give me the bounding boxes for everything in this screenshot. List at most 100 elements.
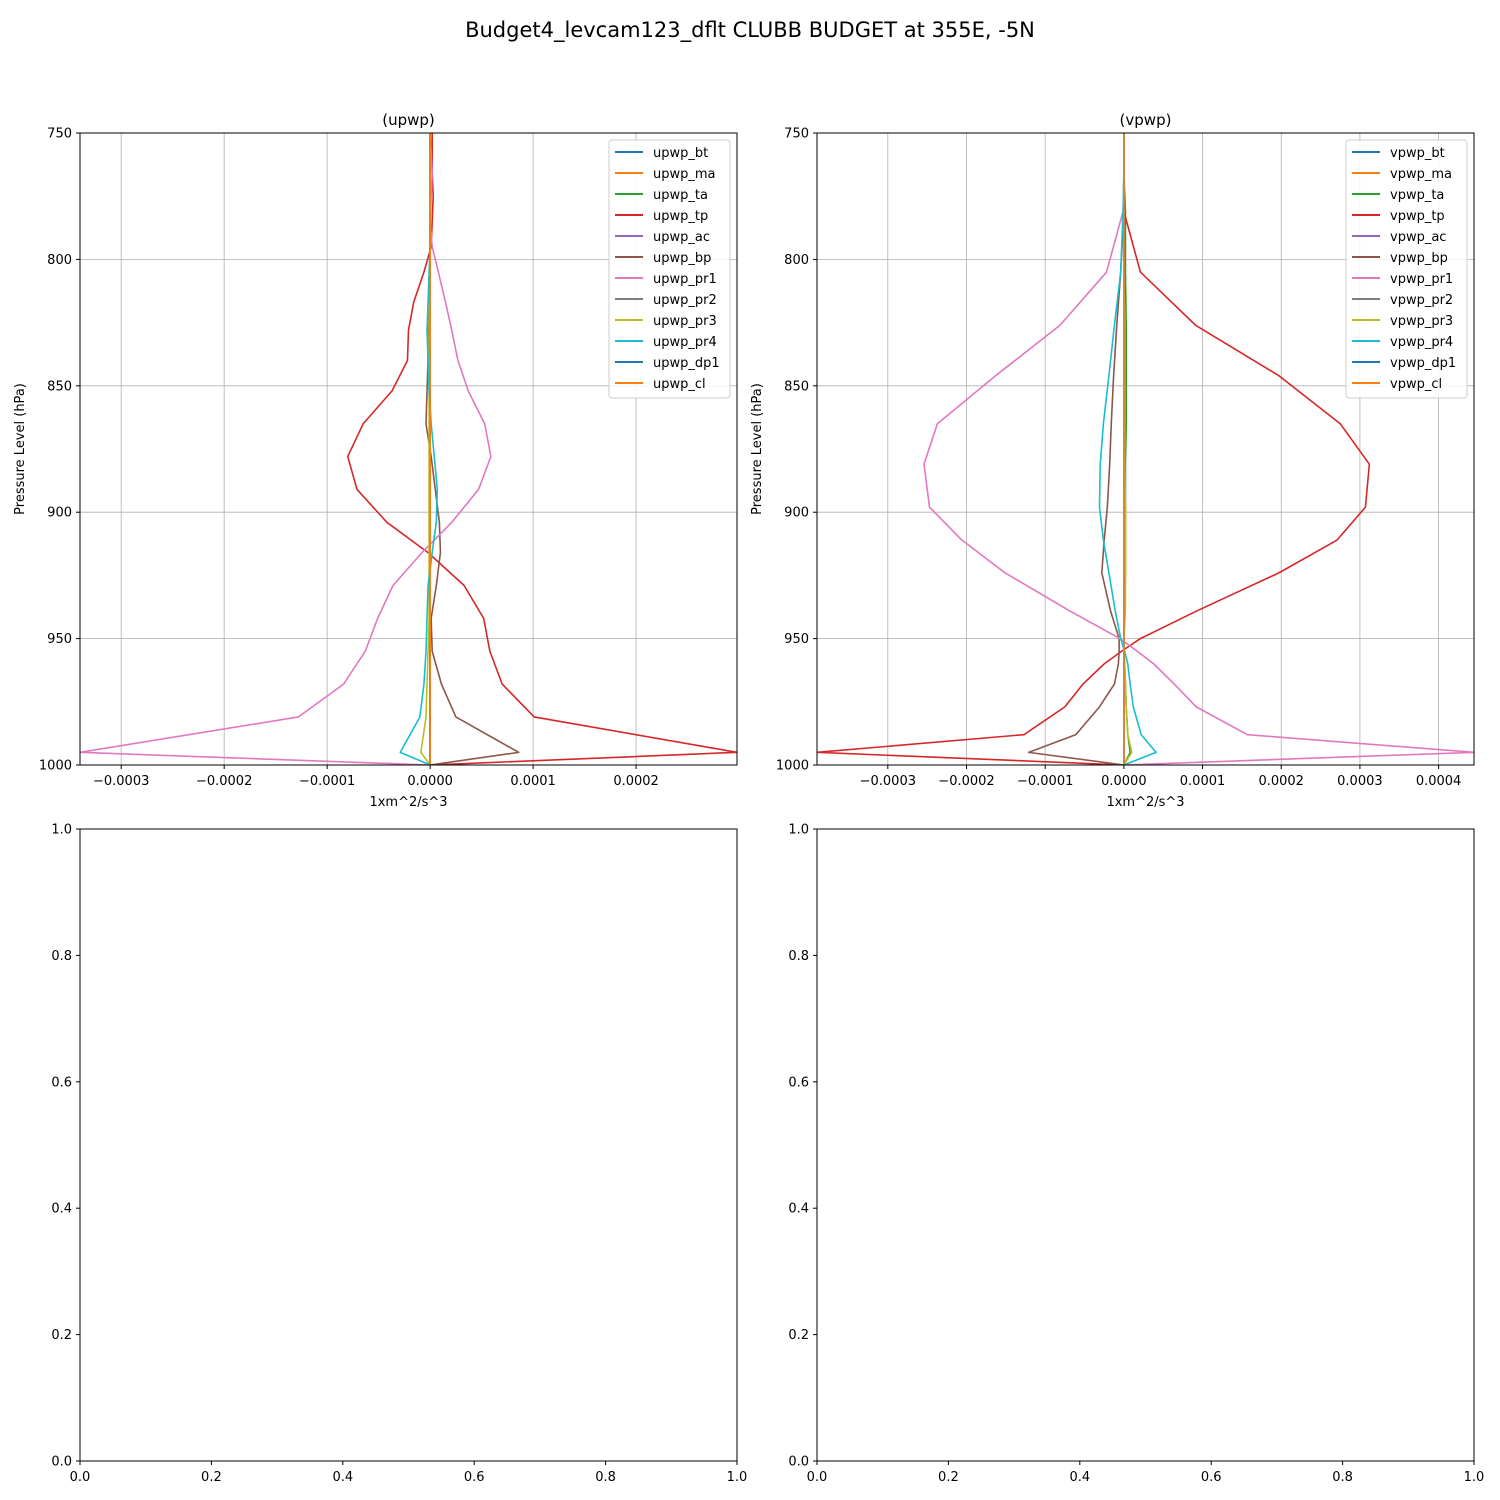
y-tick-label: 900 <box>47 506 72 521</box>
y-tick-label: 850 <box>47 379 72 394</box>
legend-entry: upwp_bp <box>653 251 711 266</box>
series-group <box>817 133 1474 765</box>
x-tick-label: 1.0 <box>727 1470 748 1485</box>
chart-panel-2: −0.0003 −0.0002 −0.0001 0.0000 0.0001 0.0002 0… <box>750 111 1475 810</box>
y-tick-label: 0.6 <box>51 1075 72 1090</box>
legend-entry: vpwp_ma <box>1390 167 1452 182</box>
x-tick-label: 1.0 <box>1464 1470 1485 1485</box>
legend-entry: vpwp_cl <box>1390 377 1442 392</box>
x-tick-label: 0.8 <box>595 1470 616 1485</box>
y-tick-label: 0.2 <box>788 1328 809 1343</box>
x-tick-label: 0.4 <box>332 1470 353 1485</box>
y-tick-label: 0.4 <box>788 1202 809 1217</box>
x-tick-label: 0.2 <box>201 1470 222 1485</box>
y-tick-label: 0.6 <box>788 1075 809 1090</box>
legend-entry: vpwp_pr4 <box>1390 335 1453 350</box>
legend-entry: vpwp_pr1 <box>1390 272 1453 287</box>
panel-title: (vpwp) <box>1120 111 1172 129</box>
x-tick-label: 0.0001 <box>510 774 556 789</box>
legend-entry: vpwp_ac <box>1390 230 1446 245</box>
y-axis-label: Pressure Level (hPa) <box>13 383 28 515</box>
y-tick-label: 1000 <box>39 759 72 774</box>
x-tick-label: −0.0001 <box>299 774 355 789</box>
x-tick-label: −0.0002 <box>196 774 252 789</box>
y-tick-label: 0.8 <box>51 949 72 964</box>
axes-frame <box>79 828 738 1462</box>
x-tick-label: 0.0002 <box>1258 774 1304 789</box>
y-tick-label: 1000 <box>776 759 809 774</box>
x-tick-label: 0.0 <box>70 1470 91 1485</box>
y-tick-label: 0.4 <box>51 1202 72 1217</box>
y-tick-label: 950 <box>47 632 72 647</box>
chart-panel-4: 0.0 0.2 0.4 0.6 0.8 1.0 0.0 0.2 0.4 0.6 0.8 1.0 <box>788 823 1484 1486</box>
series-line-vpwp_pr4 <box>1098 133 1157 765</box>
y-tick-label: 900 <box>784 506 809 521</box>
x-tick-label: 0.4 <box>1069 1470 1090 1485</box>
legend-entry: upwp_dp1 <box>653 356 720 371</box>
legend-entry: vpwp_bt <box>1390 146 1445 161</box>
legend-entry: upwp_ma <box>653 167 716 182</box>
chart-panel-3: 0.0 0.2 0.4 0.6 0.8 1.0 0.0 0.2 0.4 0.6 0.8 1.0 <box>51 823 747 1486</box>
legend-entry: vpwp_pr2 <box>1390 293 1453 308</box>
x-tick-label: −0.0002 <box>938 774 994 789</box>
series-line-upwp_tp <box>346 133 737 765</box>
y-tick-label: 0.0 <box>788 1455 809 1470</box>
legend-entry: vpwp_dp1 <box>1390 356 1456 371</box>
x-tick-label: −0.0003 <box>860 774 916 789</box>
subplot-grid: −0.0003 −0.0002 −0.0001 0.0000 0.0001 0.0002 7… <box>13 111 1484 1485</box>
legend-entry: upwp_pr4 <box>653 335 717 350</box>
x-tick-label: 0.6 <box>464 1470 485 1485</box>
legend-entry: upwp_pr1 <box>653 272 717 287</box>
y-tick-label: 750 <box>784 127 809 142</box>
axes-frame <box>79 132 738 766</box>
legend-entry: upwp_pr3 <box>653 314 717 329</box>
y-tick-label: 0.8 <box>788 949 809 964</box>
y-tick-label: 1.0 <box>51 823 72 838</box>
x-tick-label: 0.8 <box>1332 1470 1353 1485</box>
panel-title: (upwp) <box>382 111 435 129</box>
axes-frame <box>816 828 1475 1462</box>
x-tick-label: 0.0000 <box>1101 774 1147 789</box>
y-tick-label: 850 <box>784 379 809 394</box>
x-tick-label: 0.0004 <box>1416 774 1462 789</box>
series-group <box>80 133 737 765</box>
legend: vpwp_bt vpwp_ma vpwp_ta vpwp_tp vpwp_ac vpwp_… <box>1345 139 1468 399</box>
legend-entry: upwp_pr2 <box>653 293 717 308</box>
y-tick-label: 800 <box>784 253 809 268</box>
axes-frame <box>816 132 1475 766</box>
y-tick-label: 0.0 <box>51 1455 72 1470</box>
series-line-vpwp_tp <box>817 133 1371 765</box>
y-tick-label: 750 <box>47 127 72 142</box>
x-tick-label: 0.0001 <box>1180 774 1226 789</box>
x-tick-label: 0.6 <box>1201 1470 1222 1485</box>
series-line-vpwp_pr1 <box>923 133 1474 765</box>
y-tick-label: 0.2 <box>51 1328 72 1343</box>
y-tick-label: 950 <box>784 632 809 647</box>
legend-box <box>1345 139 1468 399</box>
legend-entry: vpwp_ta <box>1390 188 1444 203</box>
legend-entry: vpwp_bp <box>1390 251 1448 266</box>
legend-entry: upwp_tp <box>653 209 708 224</box>
x-tick-label: 0.0 <box>807 1470 828 1485</box>
x-axis-label: 1xm^2/s^3 <box>1106 795 1184 810</box>
x-axis-label: 1xm^2/s^3 <box>369 795 447 810</box>
legend-entry: vpwp_pr3 <box>1390 314 1453 329</box>
x-tick-label: 0.2 <box>938 1470 959 1485</box>
legend-entry: upwp_cl <box>653 377 706 392</box>
legend-entry: vpwp_tp <box>1390 209 1445 224</box>
x-tick-label: 0.0002 <box>613 774 659 789</box>
legend-box <box>608 139 731 399</box>
figure-suptitle: Budget4_levcam123_dflt CLUBB BUDGET at 3… <box>465 18 1035 43</box>
y-tick-label: 1.0 <box>788 823 809 838</box>
legend-entry: upwp_bt <box>653 146 708 161</box>
legend-entry: upwp_ta <box>653 188 708 203</box>
chart-panel-1: −0.0003 −0.0002 −0.0001 0.0000 0.0001 0.0002 7… <box>13 111 738 810</box>
y-tick-label: 800 <box>47 253 72 268</box>
legend: upwp_bt upwp_ma upwp_ta upwp_tp upwp_ac upwp_… <box>608 139 731 399</box>
x-tick-label: 0.0000 <box>407 774 453 789</box>
legend-entry: upwp_ac <box>653 230 710 245</box>
x-tick-label: 0.0003 <box>1337 774 1383 789</box>
x-tick-label: −0.0003 <box>93 774 149 789</box>
